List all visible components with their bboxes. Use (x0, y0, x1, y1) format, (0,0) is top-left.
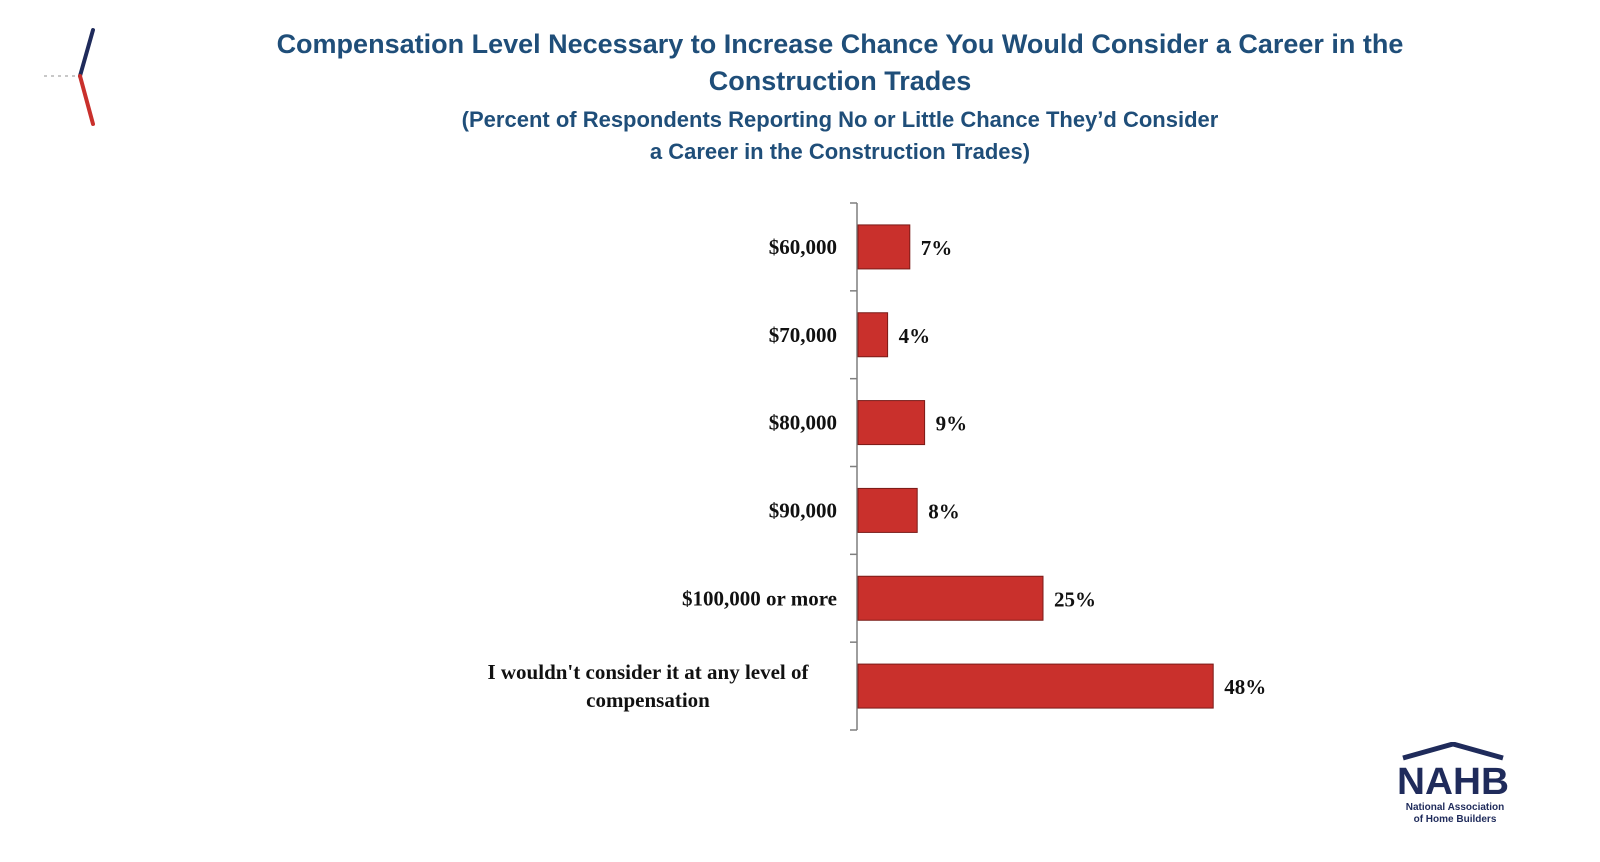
value-label-4: 8% (928, 499, 960, 523)
value-label-2: 4% (899, 324, 931, 348)
chart-title: Compensation Level Necessary to Increase… (276, 29, 1404, 96)
chart-subtitle-line-1: (Percent of Respondents Reporting No or … (461, 107, 1219, 132)
title-block: Compensation Level Necessary to Increase… (220, 26, 1460, 168)
value-label-3: 9% (936, 412, 968, 436)
category-label-5: $100,000 or more (682, 586, 837, 610)
category-label-line: compensation (586, 688, 710, 712)
logo-subtitle-1: National Association (1406, 802, 1505, 813)
logo-wordmark-text: NAHB (1397, 761, 1509, 803)
bar-2 (857, 312, 889, 358)
category-label-2: $70,000 (769, 323, 837, 347)
chart-subtitle: (Percent of Respondents Reporting No or … (220, 104, 1460, 168)
bar-3 (857, 400, 926, 446)
category-label-line: I wouldn't consider it at any level of (487, 660, 809, 684)
house-roof-icon (1402, 742, 1504, 761)
bar-1 (857, 224, 911, 270)
value-label-5: 25% (1054, 587, 1096, 611)
value-label-6: 48% (1224, 675, 1266, 699)
logo-wordmark: NAHB (1397, 761, 1509, 803)
category-label-4: $90,000 (769, 498, 837, 522)
category-label-3: $80,000 (769, 411, 837, 435)
category-label-1: $60,000 (769, 235, 837, 259)
bar-4 (857, 487, 918, 533)
category-label-6: I wouldn't consider it at any level of co… (487, 660, 809, 712)
slide-accent-icon (44, 28, 95, 126)
bar-5 (857, 575, 1044, 621)
chart-subtitle-line-2: a Career in the Construction Trades) (649, 139, 1031, 164)
logo-subtitle-2: of Home Builders (1414, 814, 1497, 825)
nahb-logo: NAHB National Association of Home Builde… (1397, 742, 1509, 825)
bar-6 (857, 663, 1214, 709)
value-label-1: 7% (921, 236, 953, 260)
